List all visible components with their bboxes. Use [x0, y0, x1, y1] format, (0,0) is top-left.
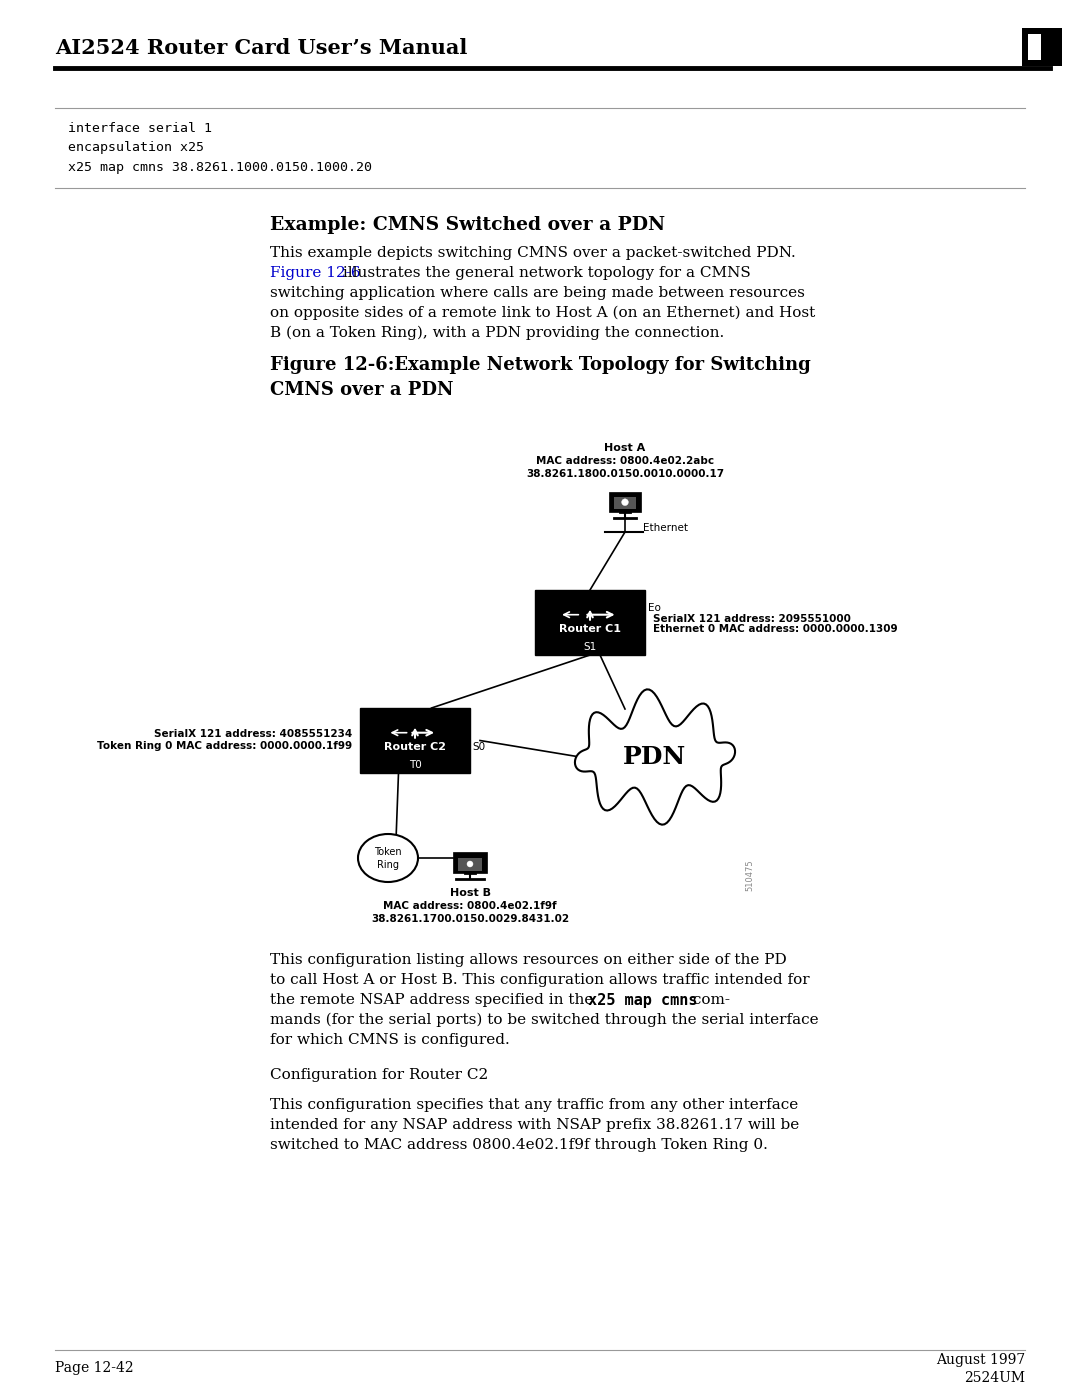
Text: Ethernet: Ethernet [643, 522, 688, 534]
Text: 2524UM: 2524UM [964, 1370, 1025, 1384]
Text: Example: CMNS Switched over a PDN: Example: CMNS Switched over a PDN [270, 217, 665, 235]
Text: 38.8261.1700.0150.0029.8431.02: 38.8261.1700.0150.0029.8431.02 [370, 914, 569, 923]
Text: com-: com- [688, 993, 730, 1007]
Text: AI2524 Router Card User’s Manual: AI2524 Router Card User’s Manual [55, 38, 468, 59]
Ellipse shape [580, 707, 730, 807]
Text: Router C1: Router C1 [559, 624, 621, 634]
Text: This example depicts switching CMNS over a packet-switched PDN.: This example depicts switching CMNS over… [270, 246, 796, 260]
Bar [609, 492, 642, 511]
Text: mands (for the serial ports) to be switched through the serial interface: mands (for the serial ports) to be switc… [270, 1013, 819, 1027]
Text: for which CMNS is configured.: for which CMNS is configured. [270, 1032, 510, 1046]
Text: Configuration for Router C2: Configuration for Router C2 [270, 1067, 488, 1083]
Text: SerialX 121 address: 4085551234: SerialX 121 address: 4085551234 [153, 729, 352, 739]
Text: illustrates the general network topology for a CMNS: illustrates the general network topology… [338, 265, 751, 279]
Bar [1022, 28, 1062, 66]
Text: Ethernet 0 MAC address: 0000.0000.1309: Ethernet 0 MAC address: 0000.0000.1309 [653, 624, 897, 634]
Text: x25 map cmns 38.8261.1000.0150.1000.20: x25 map cmns 38.8261.1000.0150.1000.20 [68, 162, 372, 175]
Text: S1: S1 [583, 643, 596, 652]
Text: Eo: Eo [648, 604, 661, 613]
Text: switching application where calls are being made between resources: switching application where calls are be… [270, 286, 805, 300]
Text: CMNS over a PDN: CMNS over a PDN [270, 381, 454, 400]
Text: Figure 12-6: Figure 12-6 [270, 265, 361, 279]
Text: SerialX 121 address: 2095551000: SerialX 121 address: 2095551000 [653, 615, 851, 624]
Circle shape [622, 499, 629, 506]
Text: interface serial 1: interface serial 1 [68, 122, 212, 134]
Bar [360, 708, 470, 773]
Text: Page 12-42: Page 12-42 [55, 1361, 134, 1375]
Bar [613, 496, 636, 509]
Text: 38.8261.1800.0150.0010.0000.17: 38.8261.1800.0150.0010.0000.17 [526, 469, 724, 479]
Bar [1028, 34, 1041, 60]
Text: T0: T0 [408, 760, 421, 770]
Text: MAC address: 0800.4e02.1f9f: MAC address: 0800.4e02.1f9f [383, 901, 557, 911]
Text: Token: Token [374, 847, 402, 856]
Text: Token Ring 0 MAC address: 0000.0000.1f99: Token Ring 0 MAC address: 0000.0000.1f99 [97, 740, 352, 750]
Bar [453, 852, 487, 873]
Text: Figure 12-6:Example Network Topology for Switching: Figure 12-6:Example Network Topology for… [270, 356, 811, 374]
Text: This configuration specifies that any traffic from any other interface: This configuration specifies that any tr… [270, 1098, 798, 1112]
Text: Ring: Ring [377, 861, 399, 870]
Text: B (on a Token Ring), with a PDN providing the connection.: B (on a Token Ring), with a PDN providin… [270, 326, 725, 341]
Bar [458, 858, 482, 870]
Text: the remote NSAP address specified in the: the remote NSAP address specified in the [270, 993, 598, 1007]
Text: Host A: Host A [605, 443, 646, 453]
Text: 510475: 510475 [745, 859, 755, 891]
Text: August 1997: August 1997 [935, 1354, 1025, 1368]
Text: to call Host A or Host B. This configuration allows traffic intended for: to call Host A or Host B. This configura… [270, 972, 810, 988]
Text: Host B: Host B [449, 888, 490, 898]
Text: x25 map cmns: x25 map cmns [588, 992, 698, 1007]
Bar [535, 590, 645, 655]
Circle shape [467, 861, 473, 868]
Text: This configuration listing allows resources on either side of the PD: This configuration listing allows resour… [270, 953, 786, 967]
Ellipse shape [357, 834, 418, 882]
Text: encapsulation x25: encapsulation x25 [68, 141, 204, 155]
Text: intended for any NSAP address with NSAP prefix 38.8261.17 will be: intended for any NSAP address with NSAP … [270, 1118, 799, 1132]
Text: on opposite sides of a remote link to Host A (on an Ethernet) and Host: on opposite sides of a remote link to Ho… [270, 306, 815, 320]
Text: PDN: PDN [623, 745, 687, 768]
Text: Router C2: Router C2 [384, 742, 446, 752]
Text: S0: S0 [472, 742, 485, 752]
Polygon shape [575, 689, 735, 824]
Text: MAC address: 0800.4e02.2abc: MAC address: 0800.4e02.2abc [536, 455, 714, 467]
Text: switched to MAC address 0800.4e02.1f9f through Token Ring 0.: switched to MAC address 0800.4e02.1f9f t… [270, 1139, 768, 1153]
